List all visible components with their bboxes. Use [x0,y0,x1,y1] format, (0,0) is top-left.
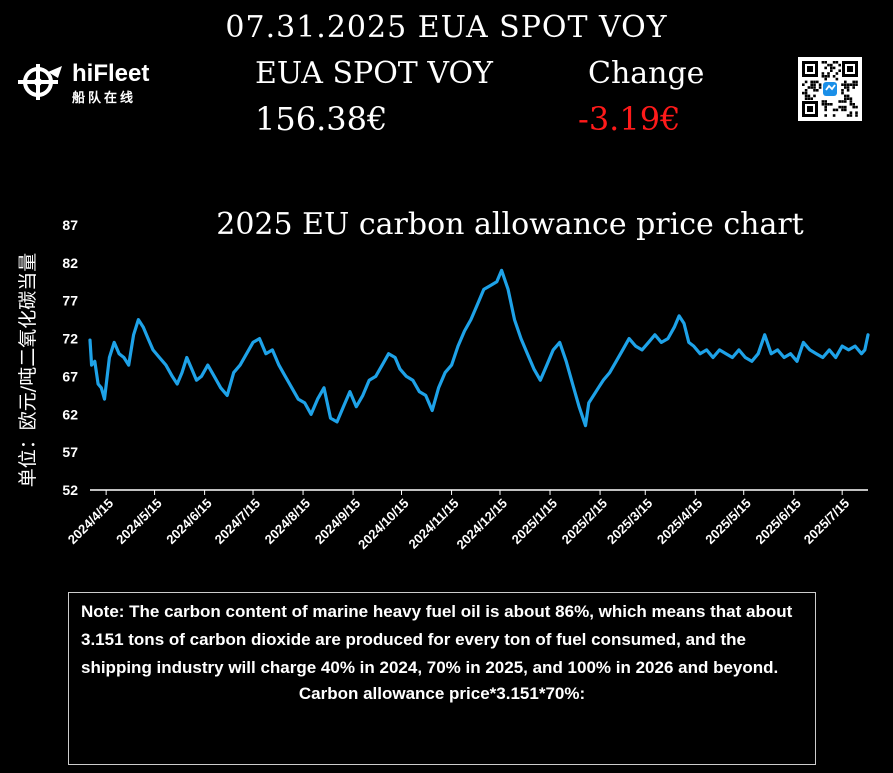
y-tick-label: 62 [62,406,78,422]
x-tick-label: 2025/4/15 [654,496,706,548]
y-tick-label: 87 [62,217,78,233]
x-tick-label: 2024/11/15 [406,496,462,552]
ship-wheel-icon [18,64,62,100]
change-value: -3.19€ [578,100,681,138]
x-tick-label: 2024/10/15 [355,496,412,553]
brand-name: hiFleet [72,60,150,87]
brand-name-cn: 船队在线 [72,90,137,105]
note-formula: Carbon allowance price*3.151*70%: [298,684,586,703]
x-tick-label: 2025/1/15 [509,496,561,548]
x-tick-label: 2025/2/15 [559,496,611,548]
x-tick-label: 2025/7/15 [801,496,853,548]
brand-logo: hiFleet 船队在线 [18,60,168,105]
x-tick-label: 2024/5/15 [113,496,165,548]
price-chart: 2025 EU carbon allowance price chart 单位：… [17,207,870,553]
chart-title: 2025 EU carbon allowance price chart [216,207,804,242]
y-tick-label: 82 [62,255,78,271]
x-tick-label: 2024/12/15 [453,496,510,553]
y-tick-label: 77 [62,293,78,309]
page-title: 07.31.2025 EUA SPOT VOY [225,10,668,45]
y-axis-ticks: 52 57 62 67 72 77 82 87 [62,217,78,498]
instrument-label: EUA SPOT VOY [255,56,493,91]
x-tick-label: 2024/7/15 [212,496,264,548]
y-tick-label: 67 [62,368,78,384]
y-tick-label: 72 [62,331,78,347]
x-tick-label: 2025/5/15 [702,496,754,548]
x-tick-label: 2024/4/15 [65,496,117,548]
x-tick-label: 2025/6/15 [752,496,804,548]
y-tick-label: 57 [62,444,78,460]
note-text: Note: The carbon content of marine heavy… [81,602,793,677]
y-axis-label: 单位：欧元/吨二氧化碳当量 [17,253,39,487]
qr-code [798,57,862,121]
price-line [88,268,870,428]
change-label: Change [588,56,705,91]
x-tick-label: 2025/3/15 [604,496,656,548]
y-tick-label: 52 [62,482,78,498]
x-tick-label: 2024/6/15 [163,496,215,548]
note-box: Note: The carbon content of marine heavy… [68,592,816,765]
price-value: 156.38€ [255,100,388,138]
x-tick-label: 2024/8/15 [262,496,314,548]
chart-series [88,268,870,428]
qr-code-image [802,61,858,117]
x-axis-ticks: 2024/4/152024/5/152024/6/152024/7/152024… [65,490,853,553]
x-tick-label: 2024/9/15 [312,496,364,548]
